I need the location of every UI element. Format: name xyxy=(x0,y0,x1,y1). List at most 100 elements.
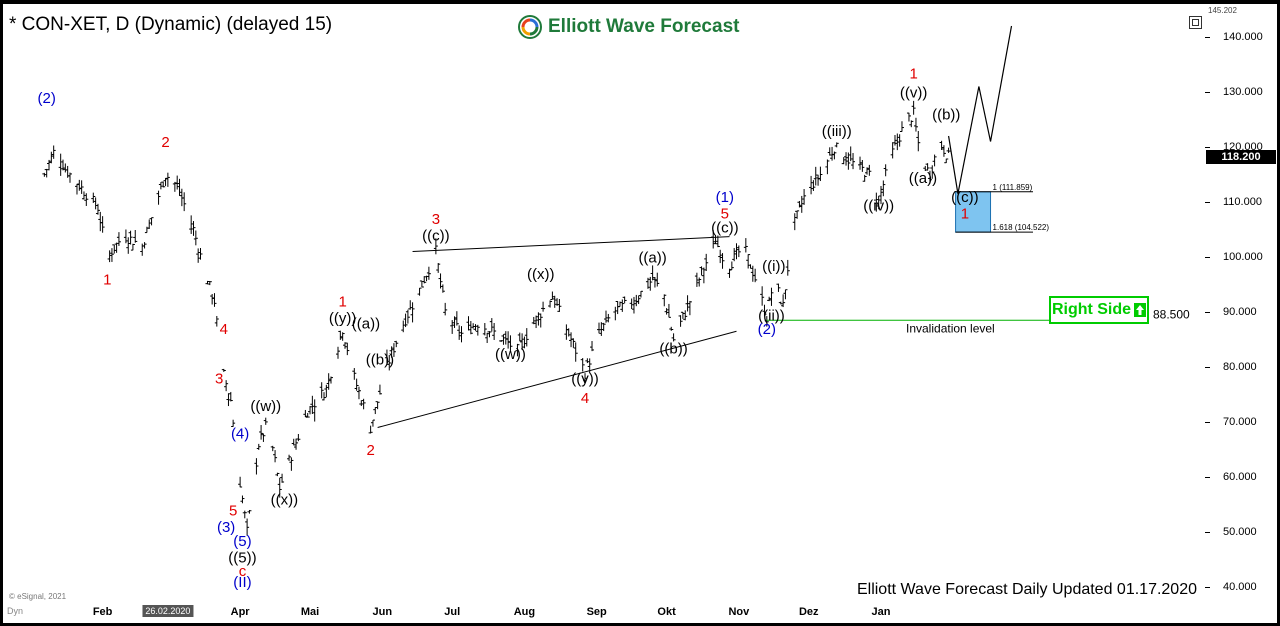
wave-label: 1 xyxy=(909,65,917,82)
x-tick-label: Nov xyxy=(728,606,750,618)
wave-label: ((w)) xyxy=(495,346,526,363)
x-tick-label: Mai xyxy=(300,606,320,618)
right-side-label: Right Side xyxy=(1051,301,1132,318)
time-axis[interactable]: Dyn Feb Apr Mai Jun Jul Aug Sep Okt Nov Dez Jan 26.… xyxy=(3,603,1277,623)
x-tick-label: Feb xyxy=(92,606,113,618)
right-side-badge: Right Side xyxy=(1049,296,1149,324)
wave-label: ((i)) xyxy=(762,258,785,275)
invalidation-label: Invalidation level xyxy=(906,321,995,335)
wave-label: (2) xyxy=(758,321,776,338)
y-tick-label: 100.000 xyxy=(1223,251,1263,263)
brand-name: Elliott Wave Forecast xyxy=(548,16,740,37)
y-tick-label: 110.000 xyxy=(1223,196,1262,208)
triangle-trendline xyxy=(412,236,730,252)
wave-label: ((c)) xyxy=(951,189,978,206)
price-chart[interactable]: Invalidation level 88.500 1 (111.859) 1.618… xyxy=(3,4,1205,603)
y-tick-mark xyxy=(1205,587,1210,588)
y-tick-mark xyxy=(1205,202,1210,203)
invalidation-value: 88.500 xyxy=(1153,307,1190,321)
y-tick-label: 70.000 xyxy=(1223,416,1257,428)
x-tick-label: Sep xyxy=(586,606,607,618)
wave-label: 1 xyxy=(103,272,111,289)
x-tick-label: Jun xyxy=(372,606,393,618)
wave-label: 4 xyxy=(220,321,228,338)
y-tick-mark xyxy=(1205,92,1210,93)
triangle-trendline xyxy=(377,330,737,428)
wave-label: ((5)) xyxy=(228,549,256,566)
y-tick-mark xyxy=(1205,312,1210,313)
wave-label: ((b)) xyxy=(366,351,394,368)
projection-path xyxy=(947,25,1013,194)
wave-label: (3) xyxy=(217,519,235,536)
logo-icon xyxy=(518,15,542,39)
y-tick-label: 140.000 xyxy=(1223,31,1263,43)
wave-label: ((y)) xyxy=(329,310,356,327)
crosshair-date-badge: 26.02.2020 xyxy=(142,605,194,617)
wave-label: ((x)) xyxy=(271,492,298,509)
symbol-title: * CON-XET, D (Dynamic) (delayed 15) xyxy=(9,14,333,35)
wave-label: 2 xyxy=(161,134,169,151)
wave-label: 5 xyxy=(721,206,729,223)
wave-label: ((a)) xyxy=(909,170,937,187)
wave-label: 5 xyxy=(229,503,237,520)
wave-label: ((w)) xyxy=(250,398,281,415)
x-tick-label: Dez xyxy=(798,606,819,618)
wave-label: (II) xyxy=(233,574,251,591)
x-tick-label: Jan xyxy=(871,606,891,618)
price-axis[interactable]: 145.202 140.000 130.000 120.000 110.000 100.… xyxy=(1205,4,1277,603)
wave-label: 2 xyxy=(366,442,374,459)
wave-label: ((c)) xyxy=(422,228,449,245)
y-tick-label: 50.000 xyxy=(1223,526,1257,538)
y-tick-mark xyxy=(1205,422,1210,423)
wave-label: ((ii)) xyxy=(758,307,785,324)
plot-area[interactable]: Invalidation level 88.500 1 (111.859) 1.618… xyxy=(3,4,1205,603)
wave-label: ((b)) xyxy=(659,340,687,357)
y-tick-mark xyxy=(1205,37,1210,38)
wave-label: (5) xyxy=(233,533,251,550)
wave-label: ((b)) xyxy=(932,107,960,124)
y-tick-label: 80.000 xyxy=(1223,361,1257,373)
wave-label: ((y)) xyxy=(571,371,598,388)
wave-label: ((x)) xyxy=(527,266,554,283)
y-tick-mark xyxy=(1205,532,1210,533)
y-tick-mark xyxy=(1205,257,1210,258)
wave-label: ((iv)) xyxy=(863,197,894,214)
wave-label: 4 xyxy=(581,390,589,407)
axis-max-label: 145.202 xyxy=(1208,6,1237,15)
fib-level-label: 1.618 (104.522) xyxy=(993,223,1050,232)
wave-label: ((a)) xyxy=(638,250,666,267)
x-tick-label: Aug xyxy=(513,606,536,618)
wave-label: 3 xyxy=(432,211,440,228)
y-tick-label: 60.000 xyxy=(1223,471,1257,483)
maximize-button[interactable] xyxy=(1189,16,1202,29)
wave-label: (4) xyxy=(231,426,249,443)
y-tick-mark xyxy=(1205,477,1210,478)
brand-logo: Elliott Wave Forecast xyxy=(518,14,739,40)
wave-label: 3 xyxy=(215,371,223,388)
fib-level-label: 1 (111.859) xyxy=(993,183,1033,192)
wave-label: 1 xyxy=(338,294,346,311)
x-axis-prefix: Dyn xyxy=(7,606,24,616)
arrow-up-icon xyxy=(1134,303,1147,317)
x-tick-label: Apr xyxy=(230,606,250,618)
y-tick-label: 90.000 xyxy=(1223,306,1257,318)
x-tick-label: Jul xyxy=(444,606,461,618)
wave-label: 1 xyxy=(961,206,969,223)
y-tick-mark xyxy=(1205,367,1210,368)
wave-label: ((v)) xyxy=(900,85,927,102)
wave-label: (2) xyxy=(38,90,56,107)
wave-label: (1) xyxy=(716,189,734,206)
update-footer: Elliott Wave Forecast Daily Updated 01.1… xyxy=(856,581,1197,598)
wave-label: ((a)) xyxy=(352,316,380,333)
last-price-tag: 118.200 xyxy=(1206,149,1276,164)
wave-label: ((iii)) xyxy=(822,123,852,140)
wave-label: c xyxy=(239,563,247,580)
target-zone-box xyxy=(955,191,992,233)
wave-label: ((c)) xyxy=(711,219,738,236)
esignal-credit: © eSignal, 2021 xyxy=(9,592,67,601)
x-tick-label: Okt xyxy=(657,606,676,618)
y-tick-label: 40.000 xyxy=(1223,581,1257,593)
y-tick-label: 130.000 xyxy=(1223,86,1263,98)
y-tick-mark xyxy=(1205,147,1210,148)
